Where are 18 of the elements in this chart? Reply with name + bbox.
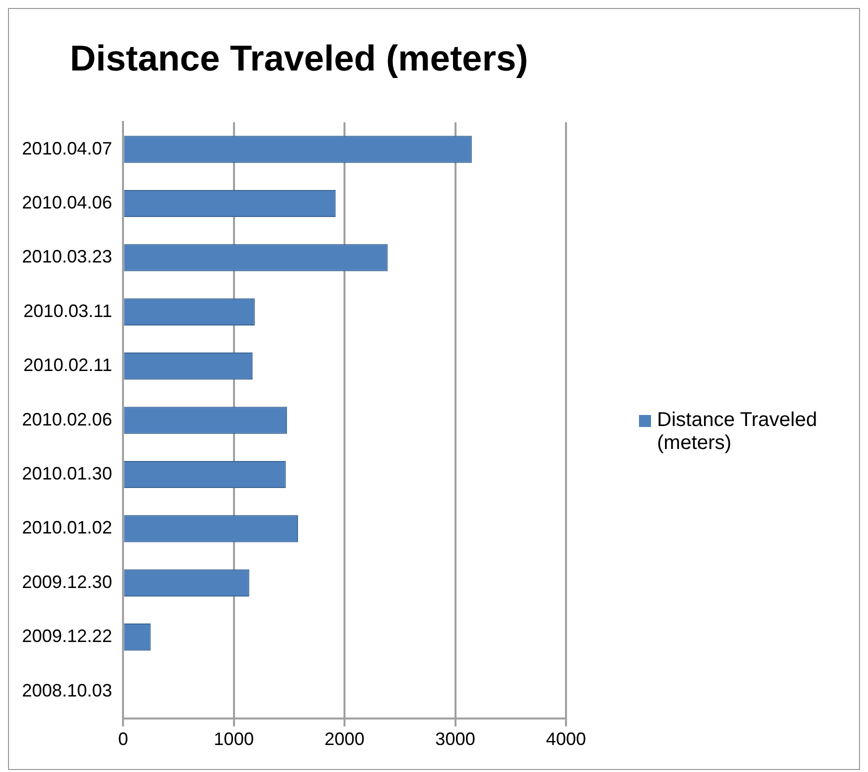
y-tick-label: 2010.04.07 bbox=[22, 138, 112, 158]
x-tick-label: 2000 bbox=[324, 729, 365, 750]
x-tick-label: 1000 bbox=[214, 729, 254, 750]
y-tick-label: 2010.02.06 bbox=[22, 409, 112, 430]
x-tick-label: 3000 bbox=[435, 729, 476, 750]
y-tick-label: 2010.03.11 bbox=[23, 300, 112, 321]
legend-label: Distance Traveled (meters) bbox=[657, 409, 818, 455]
y-tick-label: 2010.01.02 bbox=[22, 518, 112, 538]
y-tick-label: 2010.04.06 bbox=[22, 192, 112, 212]
y-tick-label: 2009.12.22 bbox=[22, 626, 112, 646]
y-tick-label: 2008.10.03 bbox=[22, 680, 112, 700]
chart-title: Distance Traveled (meters) bbox=[70, 38, 528, 79]
y-tick-label: 2010.02.11 bbox=[23, 355, 112, 376]
y-tick-label: 2010.03.23 bbox=[22, 246, 112, 267]
y-tick-label: 2010.01.30 bbox=[22, 463, 112, 484]
x-tick-label: 4000 bbox=[546, 729, 586, 750]
y-tick-label: 2009.12.30 bbox=[22, 572, 112, 592]
x-tick-label: 0 bbox=[118, 729, 128, 750]
